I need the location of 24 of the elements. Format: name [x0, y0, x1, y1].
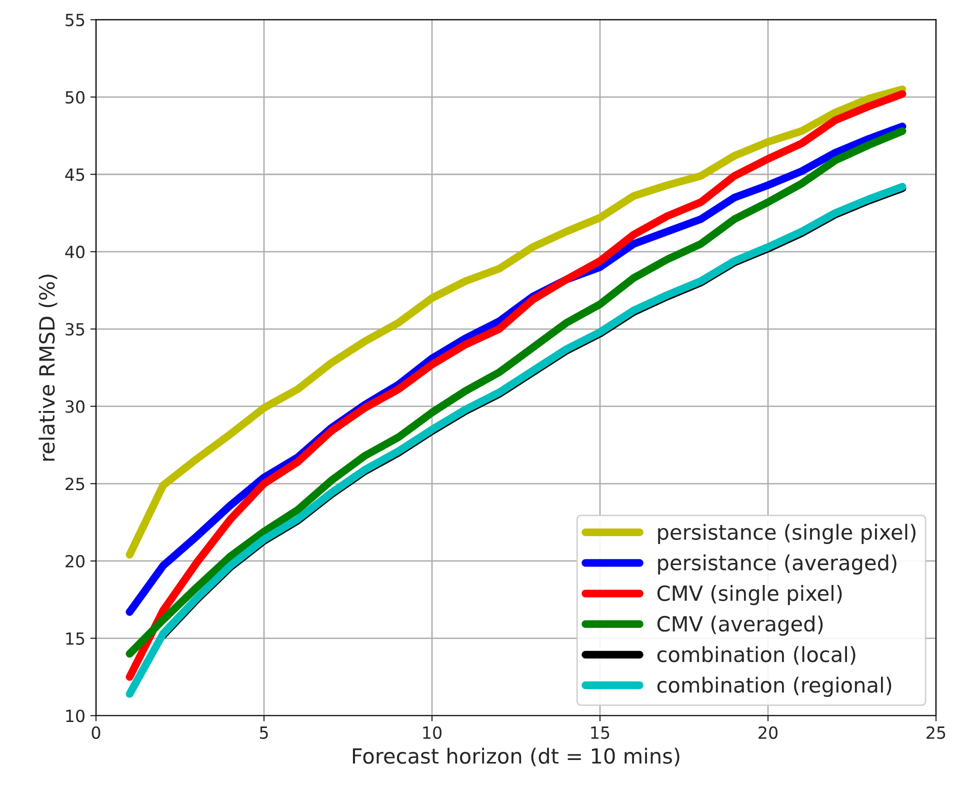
y-tick-label: 45 [65, 168, 84, 181]
x-tick-label: 20 [758, 726, 778, 739]
x-tick-label: 5 [260, 726, 268, 739]
legend-label: persistance (averaged) [658, 554, 896, 575]
y-axis-title: relative RMSD (%) [38, 274, 58, 461]
legend-label: combination (regional) [657, 676, 892, 697]
legend-label: CMV (averaged) [657, 616, 823, 636]
y-tick-label: 20 [66, 554, 84, 568]
x-tick-label: 0 [92, 726, 100, 739]
y-tick-label: 15 [66, 632, 84, 645]
x-tick-label: 15 [591, 726, 610, 739]
y-tick-label: 55 [66, 14, 84, 26]
legend-label: combination (local) [657, 646, 856, 665]
legend-label: persistance (single pixel) [658, 524, 916, 544]
y-tick-label: 25 [66, 478, 84, 490]
y-tick-label: 35 [66, 322, 84, 336]
y-tick-label: 40 [65, 246, 84, 258]
y-tick-label: 50 [66, 91, 84, 104]
y-tick-label: 10 [66, 710, 84, 722]
x-tick-label: 10 [423, 726, 442, 739]
legend-label: CMV (single pixel) [657, 584, 842, 606]
x-tick-label: 25 [926, 726, 946, 739]
x-axis-title: Forecast horizon (dt = 10 mins) [352, 748, 680, 766]
y-tick-label: 30 [66, 400, 84, 413]
